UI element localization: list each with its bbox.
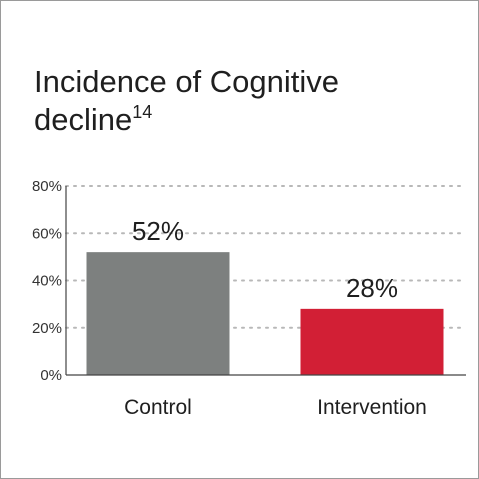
chart-title-citation: 14 xyxy=(132,102,153,122)
data-label: 28% xyxy=(346,273,398,303)
y-tick-label: 80% xyxy=(32,178,62,195)
category-label: Intervention xyxy=(317,396,427,419)
y-tick-label: 20% xyxy=(32,320,62,337)
chart-title: Incidence of Cognitive decline14 xyxy=(34,63,454,139)
data-label: 52% xyxy=(132,216,184,246)
y-tick-label: 0% xyxy=(40,367,62,384)
bar-control xyxy=(86,252,230,375)
y-tick-label: 40% xyxy=(32,273,62,290)
y-tick-label: 60% xyxy=(32,225,62,242)
data-labels: 52% 28% xyxy=(132,216,398,303)
category-label: Control xyxy=(124,396,192,419)
bars xyxy=(86,252,444,375)
chart-title-text: Incidence of Cognitive decline xyxy=(34,64,340,137)
category-labels: Control Intervention xyxy=(124,396,427,419)
y-axis: 0% 20% 40% 60% 80% xyxy=(32,178,62,384)
bar-intervention xyxy=(300,308,444,375)
